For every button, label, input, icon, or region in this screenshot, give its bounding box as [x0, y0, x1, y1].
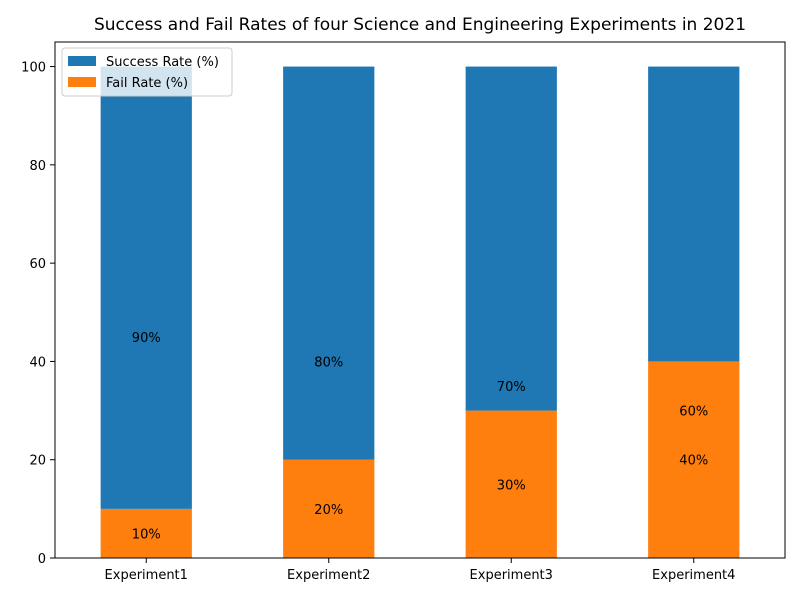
bar-success-1	[100, 66, 192, 509]
bar-success-4	[648, 66, 740, 362]
data-label-fail-4: 40%	[679, 454, 708, 469]
legend-label: Success Rate (%)	[106, 55, 219, 70]
data-label-fail-3: 30%	[497, 478, 526, 493]
legend-box	[61, 47, 233, 97]
y-tick-label: 0	[38, 552, 46, 567]
data-label-success-2: 80%	[314, 355, 343, 370]
x-tick-label: Experiment4	[652, 568, 735, 583]
legend-label: Fail Rate (%)	[106, 76, 188, 91]
data-label-fail-2: 20%	[314, 503, 343, 518]
bar-fail-1	[100, 508, 192, 558]
y-tick-label: 60	[29, 257, 46, 272]
bar-success-2	[283, 66, 375, 460]
data-label-success-4: 60%	[679, 405, 708, 420]
x-tick-label: Experiment3	[470, 568, 553, 583]
y-tick-label: 40	[29, 355, 46, 370]
x-tick-label: Experiment2	[287, 568, 370, 583]
legend: Success Rate (%) Fail Rate (%)	[61, 47, 233, 97]
bars-layer	[100, 66, 740, 558]
chart-title: Success and Fail Rates of four Science a…	[94, 15, 746, 35]
bar-fail-4	[648, 361, 740, 558]
data-label-success-1: 90%	[132, 331, 161, 346]
axes-layer: Experiment1 Experiment2 Experiment3 Experim…	[21, 41, 786, 583]
y-tick-label: 20	[29, 454, 46, 469]
y-tick-label: 100	[21, 61, 46, 76]
legend-swatch	[68, 56, 96, 66]
x-tick-label: Experiment1	[105, 568, 188, 583]
bar-fail-3	[465, 410, 557, 558]
bar-fail-2	[283, 459, 375, 558]
bar-success-3	[465, 66, 557, 411]
data-label-success-3: 70%	[497, 380, 526, 395]
data-label-fail-1: 10%	[132, 527, 161, 542]
y-tick-label: 80	[29, 159, 46, 174]
data-labels-layer: 10% 90% 20% 80% 30% 70% 40% 60%	[132, 331, 708, 543]
legend-swatch	[68, 77, 96, 87]
axes-frame	[54, 41, 786, 559]
